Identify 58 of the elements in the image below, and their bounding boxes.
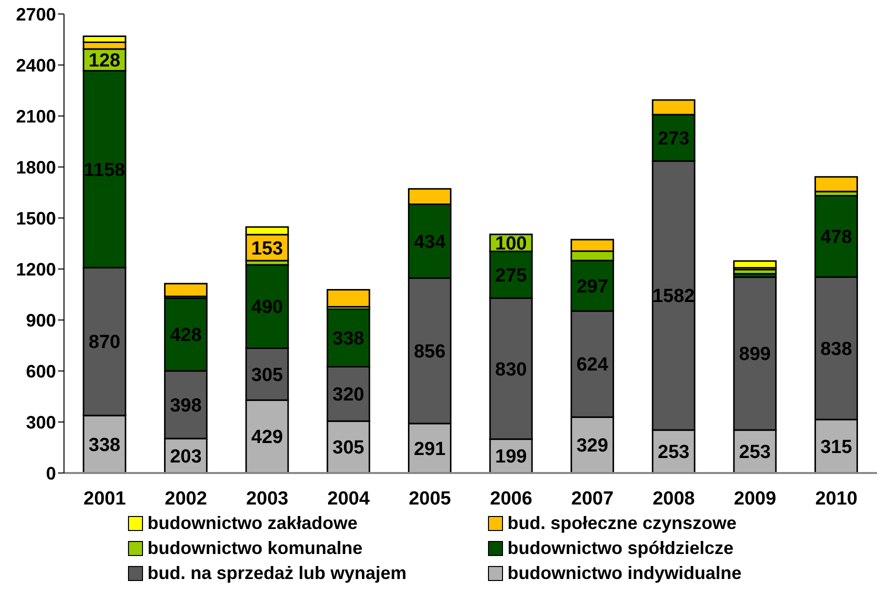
- data-label: 329: [576, 436, 608, 457]
- x-tick-label: 2006: [490, 488, 532, 510]
- data-label: 203: [170, 446, 202, 468]
- data-label: 398: [170, 395, 202, 416]
- y-tick-label: 300: [26, 412, 56, 432]
- data-label: 199: [495, 446, 527, 468]
- legend-label: budownictwo zakładowe: [148, 513, 358, 534]
- data-label: 428: [170, 325, 202, 346]
- data-label: 253: [658, 442, 690, 464]
- data-label: 624: [576, 354, 609, 376]
- y-tick-label: 1500: [16, 208, 56, 228]
- y-tick-label: 600: [26, 361, 56, 382]
- data-label: 870: [88, 332, 120, 354]
- x-tick-label: 2004: [327, 488, 370, 510]
- data-label: 1158: [84, 160, 126, 181]
- data-label: 478: [820, 227, 852, 248]
- x-tick-label: 2002: [164, 488, 208, 510]
- y-tick-label: 1800: [16, 157, 56, 178]
- legend-label: bud. społeczne czynszowe: [508, 513, 737, 534]
- data-label: 838: [820, 338, 852, 360]
- data-label: 305: [332, 438, 365, 459]
- x-tick-label: 2005: [408, 488, 452, 510]
- data-label: 856: [414, 341, 446, 362]
- data-label: 830: [495, 359, 527, 380]
- data-label: 490: [251, 297, 283, 318]
- y-tick-label: 2100: [16, 106, 56, 126]
- data-label: 899: [739, 344, 771, 366]
- y-tick-label: 1200: [16, 259, 56, 280]
- data-label: 100: [495, 233, 527, 254]
- data-label: 315: [820, 436, 852, 458]
- data-label: 429: [251, 427, 283, 448]
- data-label: 275: [495, 265, 528, 286]
- data-label: 128: [88, 50, 120, 72]
- x-tick-label: 2009: [734, 488, 776, 510]
- legend-label: bud. na sprzedaż lub wynajem: [148, 563, 407, 584]
- y-tick-label: 2700: [16, 4, 56, 24]
- data-label: 434: [414, 232, 446, 253]
- data-label: 1582: [652, 286, 695, 308]
- legend-label: budownictwo indywidualne: [508, 563, 742, 584]
- x-tick-label: 2001: [84, 488, 126, 510]
- data-label: 338: [88, 434, 120, 456]
- x-tick-label: 2003: [246, 488, 288, 510]
- data-label: 253: [739, 442, 771, 464]
- data-label: 273: [658, 128, 690, 150]
- data-label: 320: [332, 384, 364, 406]
- data-label: 291: [414, 438, 446, 460]
- data-label: 153: [251, 238, 283, 260]
- x-tick-label: 2007: [571, 488, 614, 510]
- x-tick-label: 2008: [652, 488, 695, 510]
- legend-label: budownictwo komunalne: [148, 538, 362, 559]
- y-tick-label: 2400: [16, 55, 56, 76]
- x-tick-label: 2010: [815, 488, 858, 510]
- data-label: 338: [332, 328, 364, 350]
- data-label: 297: [576, 276, 608, 298]
- legend-label: budownictwo spółdzielcze: [508, 538, 734, 559]
- y-tick-label: 0: [46, 463, 56, 484]
- y-tick-label: 900: [26, 310, 56, 330]
- data-label: 305: [251, 364, 284, 386]
